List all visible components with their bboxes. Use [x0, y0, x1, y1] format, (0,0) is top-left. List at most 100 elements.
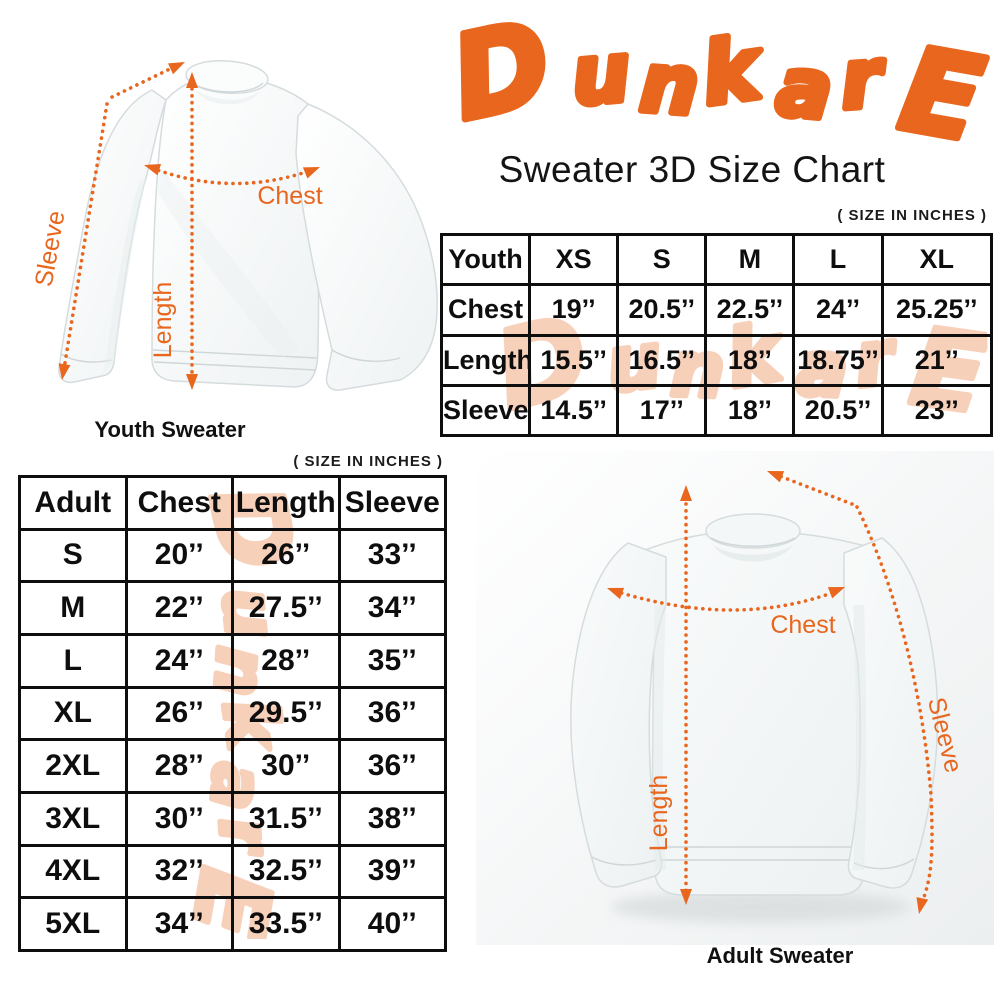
value-cell: 21’’ [880, 333, 994, 387]
value-cell: 39’’ [337, 843, 447, 900]
adult-length-arrow [680, 485, 692, 905]
brand-logo-text: DunkarE [441, 8, 992, 148]
value-cell: 24’’ [124, 632, 234, 689]
table-row: 4XL 32’’ 32.5’’ 39’’ [18, 843, 447, 900]
header-cell: 3XL [18, 790, 128, 847]
youth-sleeve-arrow [58, 62, 185, 380]
header-cell: 4XL [18, 843, 128, 900]
value-cell: 30’’ [124, 790, 234, 847]
value-cell: 17’’ [616, 383, 708, 438]
youth-table-section: ( SIZE IN INCHES ) DunkarE Youth XS S M L XL C… [439, 203, 994, 444]
value-cell: 30’’ [231, 738, 341, 794]
adult-sweater-illustration: Length Chest Sleeve [476, 451, 994, 945]
youth-chest-label: Chest [257, 182, 322, 210]
youth-figure: Sleeve Length Chest Youth Sweater [0, 28, 440, 443]
value-cell: 16.5’’ [616, 333, 708, 387]
adult-figure-caption: Adult Sweater [706, 943, 854, 968]
header-cell: S [616, 232, 708, 287]
adult-table-section: ( SIZE IN INCHES ) DunkarE Adult Chest Len… [18, 450, 447, 955]
adult-sweater-shape [570, 513, 939, 896]
value-cell: 24’’ [792, 283, 884, 337]
header-cell: L [18, 632, 128, 689]
adult-length-label: Length [645, 775, 673, 851]
value-cell: 19’’ [528, 283, 620, 337]
value-cell: 20.5’’ [792, 383, 884, 438]
table-row: S 20’’ 26’’ 33’’ [18, 527, 447, 584]
table-row: Chest 19’’ 20.5’’ 22.5’’ 24’’ 25.25’’ [439, 283, 994, 337]
value-cell: 33.5’’ [231, 896, 341, 952]
header-cell: M [18, 580, 128, 636]
value-cell: 25.25’’ [880, 283, 994, 337]
value-cell: 15.5’’ [528, 333, 620, 387]
header-cell: XS [528, 232, 620, 287]
table-row: 3XL 30’’ 31.5’’ 38’’ [18, 790, 447, 847]
header-cell: Chest [124, 475, 234, 531]
youth-sweater-shape [58, 60, 438, 391]
value-cell: 40’’ [337, 896, 447, 952]
header-cell: S [18, 527, 128, 584]
youth-length-arrow [186, 72, 198, 390]
value-cell: 28’’ [124, 738, 234, 794]
header-cell: XL [18, 685, 128, 742]
brand-logo: DunkarE [438, 8, 995, 148]
brand-header: DunkarE Sweater 3D Size Chart [438, 2, 1000, 200]
value-cell: 28’’ [231, 632, 341, 689]
table-row: Length 15.5’’ 16.5’’ 18’’ 18.75’’ 21’’ [439, 333, 994, 387]
adult-size-note: ( SIZE IN INCHES ) [293, 453, 443, 470]
table-row: XL 26’’ 29.5’’ 36’’ [18, 685, 447, 742]
value-cell: 20’’ [124, 527, 234, 584]
table-row: L 24’’ 28’’ 35’’ [18, 632, 447, 689]
header-cell: L [792, 232, 884, 287]
table-row: 2XL 28’’ 30’’ 36’’ [18, 738, 447, 794]
value-cell: 22.5’’ [704, 283, 796, 337]
youth-sweater-illustration: Sleeve Length Chest [30, 60, 438, 391]
youth-figure-caption: Youth Sweater [94, 417, 246, 442]
adult-sleeve-arrow [767, 471, 934, 914]
table-row: M 22’’ 27.5’’ 34’’ [18, 580, 447, 636]
value-cell: 18’’ [704, 333, 796, 387]
header-cell: Sleeve [439, 383, 532, 438]
adult-chest-label: Chest [770, 611, 835, 639]
youth-sleeve-label: Sleeve [30, 209, 71, 289]
value-cell: 27.5’’ [231, 580, 341, 636]
page-title: Sweater 3D Size Chart [498, 149, 886, 190]
header-cell: 5XL [18, 896, 128, 952]
table-row: 5XL 34’’ 33.5’’ 40’’ [18, 896, 447, 952]
header-cell: Length [231, 475, 341, 531]
value-cell: 22’’ [124, 580, 234, 636]
header-cell: Sleeve [337, 475, 447, 531]
header-cell: Adult [18, 475, 128, 531]
header-cell: Length [439, 333, 532, 387]
value-cell: 32.5’’ [231, 843, 341, 900]
table-row: Youth XS S M L XL [439, 232, 994, 287]
value-cell: 38’’ [337, 790, 447, 847]
youth-size-note: ( SIZE IN INCHES ) [837, 207, 987, 224]
value-cell: 29.5’’ [231, 685, 341, 742]
table-row: Sleeve 14.5’’ 17’’ 18’’ 20.5’’ 23’’ [439, 383, 994, 438]
value-cell: 18’’ [704, 383, 796, 438]
value-cell: 18.75’’ [792, 333, 884, 387]
value-cell: 26’’ [231, 527, 341, 584]
value-cell: 34’’ [337, 580, 447, 636]
value-cell: 26’’ [124, 685, 234, 742]
value-cell: 14.5’’ [528, 383, 620, 438]
adult-size-table: Adult Chest Length Sleeve S 20’’ 26’’ 33’’ M 22’’… [18, 475, 447, 952]
header-cell: XL [880, 232, 994, 287]
adult-chest-arrow [607, 587, 845, 612]
value-cell: 35’’ [337, 632, 447, 689]
value-cell: 31.5’’ [231, 790, 341, 847]
adult-figure: Length Chest Sleeve Adult Sweater [470, 445, 1000, 990]
header-cell: M [704, 232, 796, 287]
header-cell: Chest [439, 283, 532, 337]
value-cell: 20.5’’ [616, 283, 708, 337]
value-cell: 23’’ [880, 383, 994, 438]
header-cell: 2XL [18, 738, 128, 794]
value-cell: 36’’ [337, 738, 447, 794]
value-cell: 34’’ [124, 896, 234, 952]
value-cell: 32’’ [124, 843, 234, 900]
value-cell: 36’’ [337, 685, 447, 742]
youth-length-label: Length [149, 282, 177, 358]
table-row: Adult Chest Length Sleeve [18, 475, 447, 531]
value-cell: 33’’ [337, 527, 447, 584]
